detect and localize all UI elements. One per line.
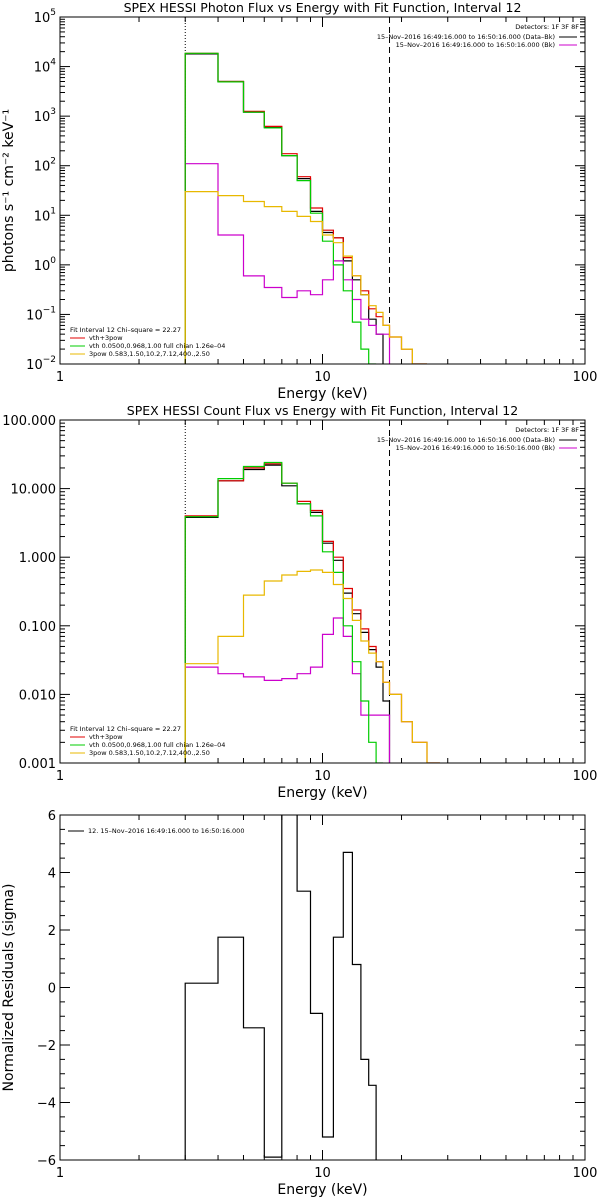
y-tick-label: 10−1 [26,305,56,323]
y-tick-label: 105 [34,8,56,26]
x-tick-label: 1 [56,769,64,784]
y-tick-label: −4 [37,1097,56,1112]
data-series [184,815,377,1160]
legend-label: 15–Nov–2016 16:49:16.000 to 16:50:16.000… [377,33,555,41]
y-tick-label: 103 [34,107,56,125]
legend-label: vth+3pow [89,733,123,741]
y-tick-label: −2 [37,1039,56,1054]
x-axis-label: Energy (keV) [277,785,367,801]
x-tick-label: 10 [314,1166,331,1181]
legend-label: 3pow 0.583,1.50,10.2,7.12,400.,2.50 [89,749,210,757]
x-tick-label: 10 [314,769,331,784]
legend-label: 3pow 0.583,1.50,10.2,7.12,400.,2.50 [89,350,210,358]
chart-title: SPEX HESSI Count Flux vs Energy with Fit… [127,403,518,418]
x-axis-label: Energy (keV) [277,386,367,402]
series-line-3 [184,52,377,364]
legend-label: 12. 15–Nov–2016 16:49:16.000 to 16:50:16… [88,827,244,835]
y-tick-label: 0.010 [19,688,56,703]
y-tick-label: 102 [34,157,56,175]
y-tick-label: 104 [34,58,57,76]
legend-label: vth 0.0500,0.968,1.00 full chian 1.26e–0… [89,342,225,350]
y-tick-label: 101 [34,206,56,224]
y-tick-label: 100.000 [2,414,56,429]
data-series [184,461,440,763]
legend-label: 15–Nov–2016 16:49:16.000 to 16:50:16.000… [396,444,555,452]
series-line-1 [184,617,391,763]
series-line-0 [184,815,377,1160]
x-tick-label: 100 [573,769,598,784]
y-tick-label: 10.000 [11,483,57,498]
y-tick-label: 10−2 [26,355,56,373]
x-tick-label: 1 [56,370,64,385]
y-axis-label: Normalized Residuals (sigma) [1,884,17,1092]
x-axis-label: Energy (keV) [277,1182,367,1198]
legend-fit-header: Fit Interval 12 Chi–square = 22.27 [70,326,181,334]
residuals-panel: 1 10 100 −6 −4 −2 0 2 4 6 Energy (keV) Normalized R… [1,809,597,1198]
y-axis-label: photons s⁻¹ cm⁻² keV⁻¹ [1,109,17,272]
legend-detectors: Detectors: 1F 3F 8F [515,23,579,31]
y-tick-label: 6 [48,809,56,824]
series-line-2 [184,52,427,364]
y-tick-label: 0.100 [19,620,56,635]
y-tick-label: 2 [48,924,56,939]
series-line-4 [184,569,440,763]
count-flux-panel: 1 10 100 0.001 0.010 0.100 1.000 10.000 100.000 S… [2,403,597,801]
x-tick-label: 100 [573,370,598,385]
photon-flux-panel: 1 10 100 10−2 10−1 100 101 102 103 104 105 SPEX HES… [1,0,597,402]
x-tick-label: 1 [56,1166,64,1181]
legend-label: 15–Nov–2016 16:49:16.000 to 16:50:16.000… [396,41,555,49]
legend-detectors: Detectors: 1F 3F 8F [515,426,579,434]
data-series [184,52,427,364]
legend-label: vth 0.0500,0.968,1.00 full chian 1.26e–0… [89,741,225,749]
y-tick-label: −6 [37,1154,56,1169]
x-tick-label: 100 [573,1166,598,1181]
series-line-0 [184,53,384,364]
y-tick-label: 1.000 [19,551,56,566]
legend-label: vth+3pow [89,334,123,342]
plot-frame [59,419,586,764]
series-line-4 [184,191,427,364]
y-tick-label: 0 [48,982,56,997]
legend-label: 15–Nov–2016 16:49:16.000 to 16:50:16.000… [377,436,555,444]
y-tick-label: 4 [48,867,56,882]
series-line-1 [184,163,391,364]
y-tick-label: 100 [34,256,57,274]
series-line-3 [184,461,383,763]
series-line-0 [184,464,391,763]
chart-title: SPEX HESSI Photon Flux vs Energy with Fi… [124,0,522,15]
y-tick-label: 0.001 [19,757,56,772]
x-tick-label: 10 [314,370,331,385]
plot-frame [59,16,586,365]
legend-fit-header: Fit Interval 12 Chi–square = 22.27 [70,725,181,733]
